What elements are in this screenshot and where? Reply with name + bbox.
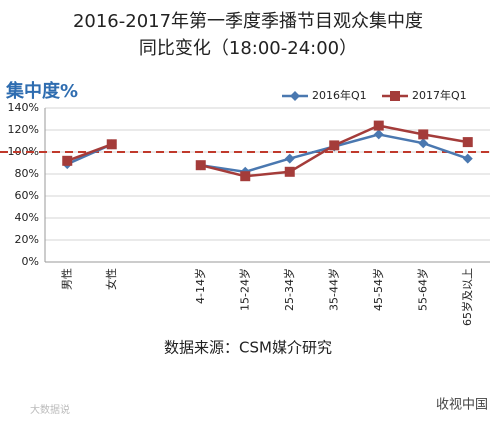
marker bbox=[373, 129, 384, 140]
marker bbox=[240, 171, 251, 182]
x-tick-label: 女性 bbox=[104, 268, 118, 290]
chart-title: 2016-2017年第一季度季播节目观众集中度 bbox=[73, 11, 423, 32]
y-tick-label: 80% bbox=[15, 167, 39, 180]
watermark: 收视中国 bbox=[436, 398, 488, 413]
legend-marker bbox=[290, 91, 300, 101]
y-tick-label: 120% bbox=[8, 123, 39, 136]
y-axis-label: 集中度% bbox=[5, 80, 78, 102]
y-tick-label: 60% bbox=[15, 189, 39, 202]
y-tick-label: 40% bbox=[15, 211, 39, 224]
source: 数据来源：CSM媒介研究 bbox=[164, 339, 332, 357]
y-tick-label: 0% bbox=[22, 255, 39, 268]
marker bbox=[195, 160, 206, 171]
marker bbox=[373, 120, 384, 131]
x-tick-label: 45-54岁 bbox=[371, 268, 385, 311]
chart-subtitle: 同比变化（18:00-24:00） bbox=[139, 38, 357, 59]
legend-label: 2017年Q1 bbox=[412, 88, 467, 102]
series-line bbox=[66, 124, 468, 178]
y-tick-label: 20% bbox=[15, 233, 39, 246]
x-tick-label: 55-64岁 bbox=[415, 268, 429, 311]
marker bbox=[462, 137, 473, 148]
x-tick-label: 35-44岁 bbox=[326, 268, 340, 311]
y-tick-label: 140% bbox=[8, 101, 39, 114]
marker bbox=[418, 138, 429, 149]
x-tick-label: 65岁及以上 bbox=[460, 268, 474, 326]
legend-marker bbox=[390, 91, 400, 101]
marker bbox=[329, 140, 340, 151]
x-tick-label: 男性 bbox=[59, 268, 73, 290]
series-line bbox=[66, 133, 469, 174]
watermark: 大数据说 bbox=[30, 403, 70, 416]
x-tick-label: 4-14岁 bbox=[193, 268, 207, 304]
marker bbox=[284, 153, 295, 164]
marker bbox=[62, 155, 73, 166]
marker bbox=[284, 166, 295, 177]
y-tick-label: 100% bbox=[8, 145, 39, 158]
marker bbox=[106, 139, 117, 150]
x-tick-label: 25-34岁 bbox=[282, 268, 296, 311]
legend-label: 2016年Q1 bbox=[312, 88, 367, 102]
marker bbox=[462, 153, 473, 164]
x-tick-label: 15-24岁 bbox=[237, 268, 251, 311]
marker bbox=[418, 129, 429, 140]
